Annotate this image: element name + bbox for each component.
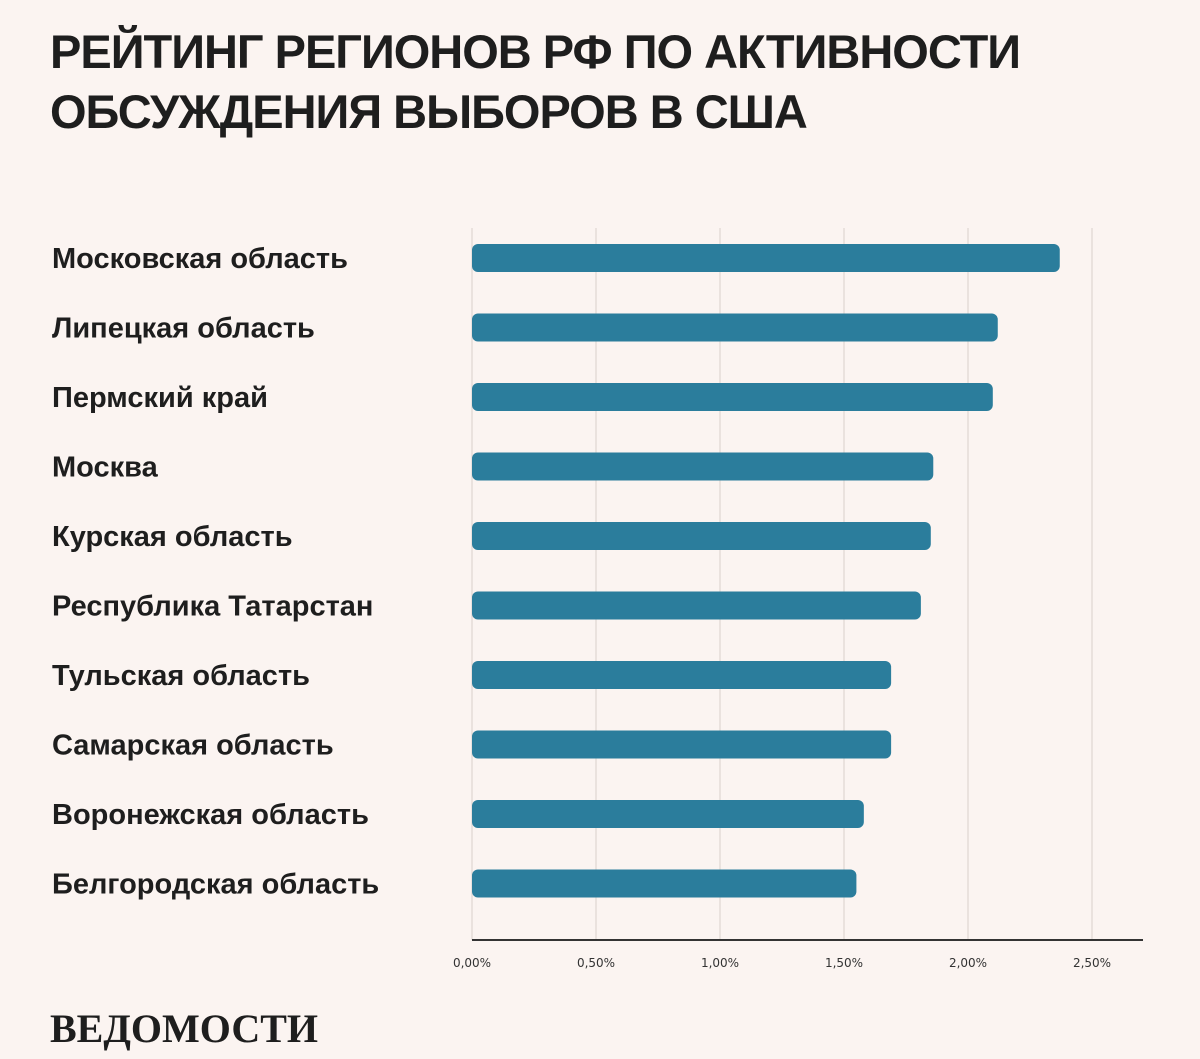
x-tick-label-1: 0,50% bbox=[577, 956, 615, 970]
publisher-logo: ВЕДОМОСТИ bbox=[50, 1006, 319, 1051]
x-tick-label-5: 2,50% bbox=[1073, 956, 1111, 970]
bar-8 bbox=[472, 730, 892, 759]
x-axis: 0,00% 0,50% 1,00% 1,50% 2,00% 2,50% bbox=[453, 939, 1143, 970]
bar-9 bbox=[472, 800, 864, 828]
bar-7 bbox=[472, 661, 892, 689]
category-label-10: Белгородская область bbox=[52, 869, 379, 901]
bar-3 bbox=[472, 383, 993, 411]
category-label-2: Липецкая область bbox=[52, 313, 315, 345]
bar-4 bbox=[472, 452, 934, 481]
category-label-4: Москва bbox=[52, 452, 159, 484]
bar-6 bbox=[472, 591, 921, 620]
category-labels: Московская область Липецкая область Пермск… bbox=[52, 243, 379, 901]
bar-5 bbox=[472, 522, 931, 550]
category-label-1: Московская область bbox=[52, 243, 348, 275]
x-tick-label-0: 0,00% bbox=[453, 956, 491, 970]
category-label-8: Самарская область bbox=[52, 730, 334, 762]
chart-title: Рейтинг регионов РФ по активности обсужд… bbox=[50, 25, 1021, 138]
bar-10 bbox=[472, 869, 857, 898]
x-tick-label-2: 1,00% bbox=[701, 956, 739, 970]
category-label-6: Республика Татарстан bbox=[52, 591, 373, 623]
category-label-9: Воронежская область bbox=[52, 799, 369, 831]
category-label-5: Курская область bbox=[52, 521, 293, 553]
category-label-7: Тульская область bbox=[52, 660, 310, 692]
bar-1 bbox=[472, 244, 1060, 272]
bars bbox=[472, 244, 1060, 898]
bar-chart: Московская область Липецкая область Пермск… bbox=[52, 228, 1143, 970]
bar-2 bbox=[472, 313, 998, 342]
category-label-3: Пермский край bbox=[52, 382, 268, 414]
x-tick-label-4: 2,00% bbox=[949, 956, 987, 970]
x-tick-label-3: 1,50% bbox=[825, 956, 863, 970]
